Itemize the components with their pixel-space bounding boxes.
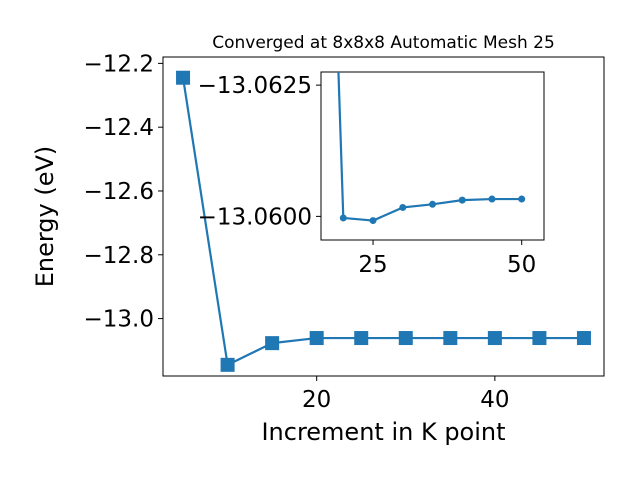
main-axes: 20 40 −12.2 −12.4 −12.6 −12.8 −13.0 Converged a… — [31, 33, 605, 446]
inset-x-tick-label: 50 — [507, 252, 536, 278]
inset-plot-area — [337, 72, 526, 225]
y-tick-label: −12.8 — [84, 243, 154, 269]
x-tick-label: 40 — [480, 387, 509, 413]
data-point — [176, 70, 191, 85]
inset-data-point — [339, 214, 347, 222]
inset-data-point — [429, 200, 436, 208]
data-point — [443, 331, 458, 346]
inset-series-line — [337, 72, 522, 222]
data-point — [576, 331, 591, 346]
inset-data-point — [399, 203, 407, 211]
inset-frame — [320, 71, 545, 241]
y-tick-label: −13.0 — [84, 307, 154, 333]
x-axis-label: Increment in K point — [261, 418, 505, 446]
data-point — [487, 331, 502, 346]
inset-data-point — [458, 196, 466, 204]
inset-background — [321, 72, 544, 240]
inset-y-tick-label: −13.0600 — [198, 204, 312, 230]
y-tick-label: −12.6 — [84, 179, 154, 205]
data-point — [309, 331, 324, 346]
series-line — [181, 77, 584, 366]
data-point — [532, 331, 547, 346]
data-point — [265, 336, 280, 351]
y-tick-label: −12.4 — [84, 115, 154, 141]
data-point — [398, 331, 413, 346]
chart-title: Converged at 8x8x8 Automatic Mesh 25 — [212, 33, 555, 53]
data-point — [354, 331, 369, 346]
inset-data-point — [488, 195, 496, 203]
inset-data-point — [518, 195, 526, 203]
data-point — [220, 357, 235, 372]
x-tick-label: 20 — [302, 387, 331, 413]
inset-axes: 25 50 −13.0625 −13.0600 — [198, 71, 545, 278]
y-axis-label: Energy (eV) — [31, 146, 59, 288]
inset-y-tick-label: −13.0625 — [198, 73, 312, 99]
frame — [162, 56, 605, 377]
plot-area — [176, 70, 591, 372]
y-tick-label: −12.2 — [84, 51, 154, 77]
inset-data-point — [369, 217, 377, 225]
inset-x-tick-label: 25 — [358, 252, 387, 278]
